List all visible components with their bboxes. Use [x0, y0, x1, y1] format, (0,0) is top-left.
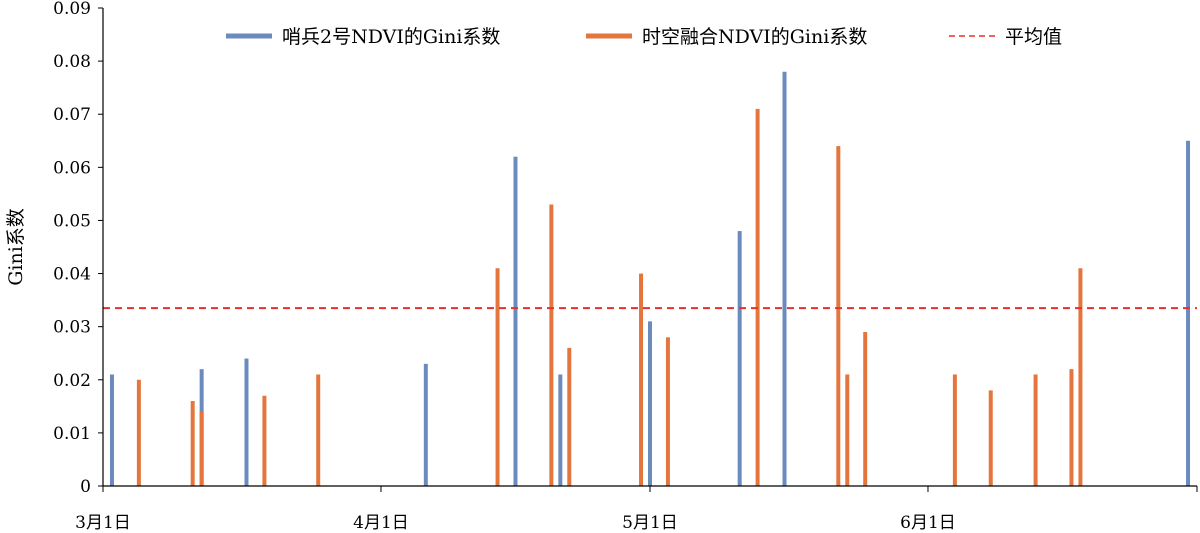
bar-sentinel2: [782, 71, 787, 486]
x-axis-ticks: 3月1日 4月1日 5月1日 6月1日: [75, 486, 1198, 533]
bar-fusion: [549, 204, 554, 486]
bars-layer: [109, 71, 1191, 487]
bar-fusion: [495, 268, 500, 486]
bar-fusion: [1078, 268, 1083, 486]
y-tick-label: 0.08: [53, 52, 91, 72]
bar-sentinel2: [737, 231, 742, 486]
bar-fusion: [136, 379, 141, 486]
bar-fusion: [845, 374, 850, 486]
y-axis-ticks: 0 0.01 0.02 0.03 0.04 0.05 0.06 0.07 0.08 0.09: [53, 0, 103, 497]
bar-fusion: [1033, 374, 1038, 486]
bar-sentinel2: [109, 374, 114, 486]
y-tick-label: 0.07: [53, 105, 91, 125]
bar-fusion: [988, 390, 993, 486]
legend: 哨兵2号NDVI的Gini系数 时空融合NDVI的Gini系数 平均值: [226, 26, 1062, 48]
bar-sentinel2: [513, 156, 518, 486]
bar-sentinel2: [558, 374, 563, 486]
y-tick-label: 0.06: [53, 158, 91, 178]
y-tick-label: 0.03: [53, 318, 91, 338]
bar-fusion: [639, 273, 644, 486]
bar-fusion: [190, 401, 195, 486]
bar-sentinel2: [648, 321, 652, 486]
legend-label-fusion: 时空融合NDVI的Gini系数: [642, 26, 867, 48]
bar-fusion: [863, 331, 868, 486]
bar-sentinel2: [244, 358, 249, 486]
y-tick-label: 0.05: [53, 211, 91, 231]
bar-sentinel2: [1186, 140, 1191, 486]
legend-label-sentinel2: 哨兵2号NDVI的Gini系数: [282, 26, 500, 48]
y-tick-label: 0.09: [53, 0, 91, 19]
legend-label-mean: 平均值: [1005, 26, 1062, 48]
bar-fusion: [952, 374, 957, 486]
bar-fusion: [836, 146, 841, 487]
y-tick-label: 0.01: [53, 424, 91, 444]
y-tick-label: 0.04: [53, 265, 91, 285]
bar-fusion: [262, 395, 267, 486]
bar-fusion: [665, 337, 670, 486]
x-tick-label: 4月1日: [353, 513, 409, 533]
bar-fusion: [1069, 369, 1074, 486]
x-tick-label: 5月1日: [622, 513, 678, 533]
y-axis-title: Gini系数: [5, 208, 27, 286]
bar-fusion: [567, 347, 572, 486]
bar-fusion: [316, 374, 321, 486]
bar-fusion: [199, 411, 204, 486]
bar-fusion: [755, 108, 760, 487]
y-tick-label: 0: [80, 477, 91, 497]
x-tick-label: 3月1日: [75, 513, 131, 533]
bar-sentinel2: [423, 363, 428, 486]
x-tick-label: 6月1日: [900, 513, 956, 533]
y-tick-label: 0.02: [53, 371, 91, 391]
